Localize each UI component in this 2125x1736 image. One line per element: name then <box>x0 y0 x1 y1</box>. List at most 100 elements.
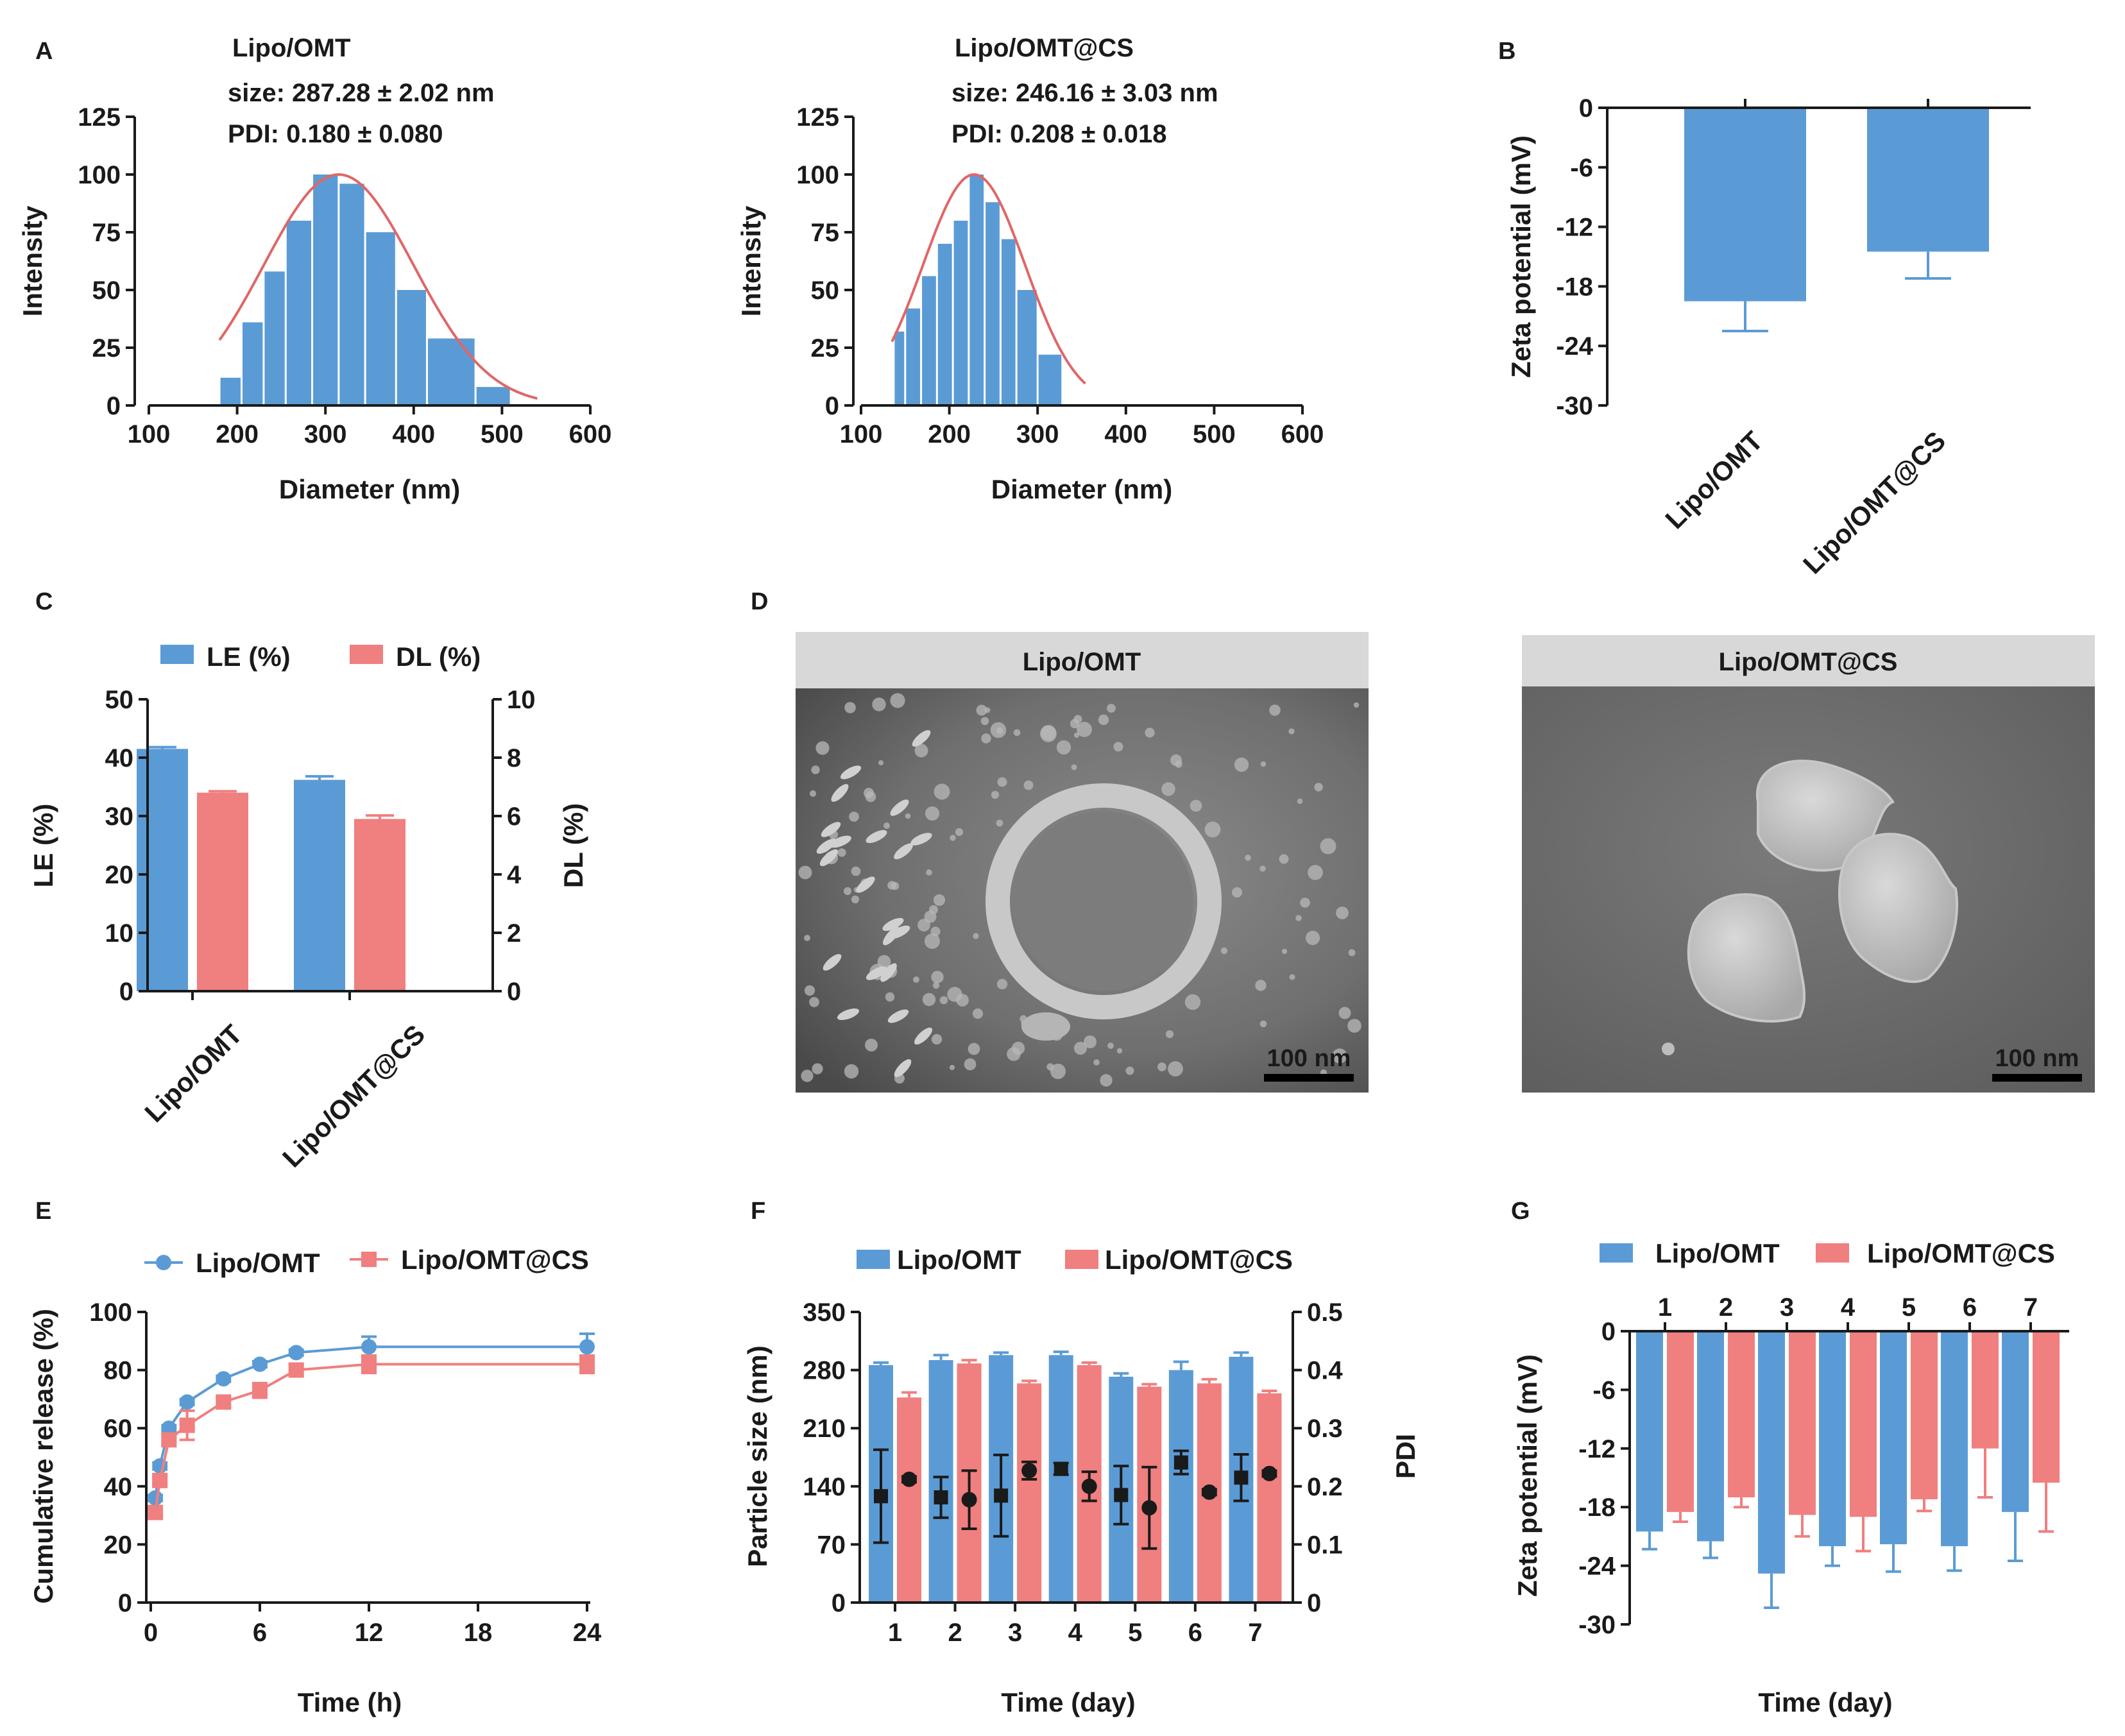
y-tick-label: 50 <box>811 277 840 305</box>
panel-label-g: G <box>1511 1198 1530 1225</box>
tem-particle <box>1347 1019 1361 1033</box>
histogram-bar <box>922 276 936 405</box>
pdi-point <box>1054 1461 1068 1476</box>
zeta-bar <box>1941 1331 1968 1547</box>
x-tick-label: 1 <box>888 1619 902 1647</box>
tem-title-lipo-omt: Lipo/OMT <box>1023 648 1141 676</box>
data-point <box>179 1417 195 1433</box>
tem-particle <box>887 1009 909 1023</box>
data-point <box>361 1339 377 1355</box>
x-tick-label: 0 <box>144 1619 158 1647</box>
legend-marker-lipo-omt-cs <box>361 1252 377 1267</box>
histogram-bar <box>1017 290 1037 405</box>
x-axis-label: Diameter (nm) <box>991 474 1172 504</box>
y-tick-label: 4 <box>507 861 522 889</box>
x-tick-label: 100 <box>840 420 883 448</box>
tem-vesicle <box>1687 893 1806 1023</box>
y-tick-label: 125 <box>796 103 839 132</box>
panel-a1-title: Lipo/OMT <box>232 34 350 62</box>
tem-particle <box>905 813 911 819</box>
y-tick-label: 30 <box>105 803 134 831</box>
x-tick-label: 5 <box>1128 1619 1142 1647</box>
x-tick-label: 300 <box>304 420 347 448</box>
zeta-bar <box>1789 1331 1816 1515</box>
fit-curve <box>891 173 1086 385</box>
pdi-point <box>1021 1463 1037 1479</box>
tem-particle <box>843 887 852 896</box>
pdi-point <box>961 1492 977 1508</box>
y-tick-label: -24 <box>1578 1553 1616 1581</box>
tem-particle <box>914 744 928 758</box>
y-tick-label: 140 <box>803 1473 846 1501</box>
y-tick-label: 6 <box>507 803 521 831</box>
tem-vesicle-core <box>1014 812 1193 991</box>
tem-particle <box>1269 704 1281 716</box>
tem-speck <box>1662 1042 1675 1055</box>
tem-particle <box>1259 865 1266 872</box>
size-bar <box>1017 1383 1042 1603</box>
tem-particle <box>1288 728 1295 735</box>
legend-label-lipo-omt-cs: Lipo/OMT@CS <box>1867 1238 2055 1268</box>
zeta-bar <box>1728 1331 1755 1497</box>
tem-particle <box>1023 780 1034 790</box>
y-axis-label: Intensity <box>17 205 47 316</box>
tem-particle <box>922 992 936 1007</box>
histogram-bar <box>313 174 338 405</box>
y-axis-label: Particle size (nm) <box>742 1345 772 1567</box>
tem-particle <box>1336 906 1349 919</box>
y-tick-label: 0 <box>507 978 521 1006</box>
tem-particle <box>913 976 919 983</box>
panel-a2-size: size: 246.16 ± 3.03 nm <box>952 79 1218 107</box>
y-tick-label: -6 <box>1592 1376 1616 1404</box>
tem-particle <box>1107 1042 1114 1049</box>
tem-particle <box>1255 980 1267 991</box>
pdi-point <box>934 1490 948 1505</box>
x-axis-label: Time (day) <box>1001 1687 1135 1717</box>
data-point <box>179 1394 195 1410</box>
tem-particle <box>890 799 909 816</box>
y-tick-label: 0.3 <box>1307 1415 1343 1443</box>
tem-particle <box>934 783 950 800</box>
stability-zeta-chart: 1 2 3 4 5 6 7 0 -6 -12 -18 -24 -30 Time (day) Zeta pot… <box>1512 1238 2069 1717</box>
tem-particle <box>890 693 905 708</box>
tem-particle <box>968 1042 980 1055</box>
tem-particle <box>926 869 932 876</box>
tem-particle <box>947 987 962 1002</box>
tem-particle <box>1013 729 1021 736</box>
y-tick-label: 125 <box>78 103 121 132</box>
legend-marker-lipo-omt <box>156 1255 171 1270</box>
histogram-bar <box>906 308 921 405</box>
x-tick-label: Lipo/OMT <box>1659 425 1768 534</box>
histogram-bar <box>220 377 241 405</box>
y-tick-label: 50 <box>92 277 121 305</box>
tem-particle <box>1084 1035 1097 1048</box>
tem-particle <box>1098 714 1109 726</box>
tem-header-band <box>796 632 1369 688</box>
data-point <box>148 1504 164 1520</box>
size-distribution-chart-lipo-omt: 100 200 300 400 500 600 0 25 50 75 100 125 Diameter … <box>17 103 611 504</box>
tem-particle <box>1184 994 1201 1010</box>
tem-particle <box>1297 798 1303 804</box>
y-axis-label: LE (%) <box>28 804 58 888</box>
histogram-bar <box>397 290 426 405</box>
tem-particle <box>844 702 856 713</box>
tem-particle <box>837 848 846 857</box>
histogram-bar <box>264 271 285 405</box>
tem-particle <box>849 812 859 822</box>
tem-vesicle-ring <box>986 783 1222 1019</box>
zeta-potential-chart: 0 -6 -12 -18 -24 -30 Zeta potential (mV) Lipo/O… <box>1506 94 2031 579</box>
tem-particle-dots <box>798 693 1361 1087</box>
size-distribution-chart-lipo-omt-cs: 100 200 300 400 500 600 0 25 50 75 100 125 Diameter … <box>736 103 1324 504</box>
x-tick-label: 6 <box>1188 1619 1202 1647</box>
panel-a1-size: size: 287.28 ± 2.02 nm <box>228 79 495 107</box>
tem-particle <box>1353 702 1360 708</box>
tem-image-lipo-omt: Lipo/OMT 100 nm <box>796 632 1369 1093</box>
y-tick-label: 0 <box>1601 1318 1616 1346</box>
x-tick-label: 600 <box>1281 420 1324 448</box>
y-tick-label: 0.1 <box>1307 1531 1343 1559</box>
y-tick-label: 0 <box>832 1589 846 1617</box>
tem-particle <box>1071 764 1077 770</box>
legend-swatch-lipo-omt-cs <box>1816 1243 1849 1263</box>
pdi-point <box>1114 1488 1129 1502</box>
y-tick-label: 100 <box>89 1298 132 1327</box>
